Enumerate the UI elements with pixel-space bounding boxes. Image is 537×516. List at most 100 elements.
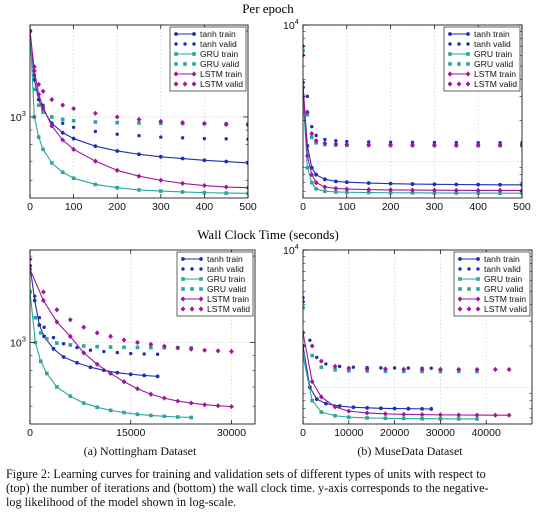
x-tick-label: 15000 (116, 427, 145, 439)
data-point (199, 287, 203, 291)
legend-label: LSTM train (207, 294, 249, 304)
data-point (135, 339, 140, 346)
legend-item: LSTM valid (447, 79, 517, 89)
data-point (224, 159, 229, 164)
data-point (448, 42, 452, 46)
data-point (344, 141, 350, 148)
row-title-top: Per epoch (242, 1, 294, 16)
legend-label: LSTM valid (474, 79, 517, 89)
data-point (162, 414, 167, 419)
data-point (432, 191, 437, 195)
data-point (158, 118, 164, 124)
data-point (305, 94, 310, 99)
subcaption-musedata: (b) MuseData Dataset (357, 444, 463, 458)
data-point (432, 182, 437, 187)
data-point (333, 179, 338, 184)
data-point (174, 42, 178, 46)
data-point (410, 187, 415, 193)
plot-frame (302, 249, 533, 425)
legend-item: tanh train (458, 254, 520, 264)
data-point (129, 351, 133, 356)
data-point (75, 360, 79, 365)
data-point (44, 337, 49, 341)
data-point (457, 306, 463, 312)
data-point (383, 411, 388, 417)
data-point (448, 62, 452, 66)
data-point (51, 335, 56, 340)
data-point (388, 181, 393, 186)
data-point (466, 306, 472, 312)
series-markers-lstm-valid (30, 256, 234, 355)
data-point (192, 62, 196, 66)
data-point (223, 121, 229, 127)
data-point (30, 256, 33, 262)
data-point (458, 267, 462, 271)
data-point (155, 352, 160, 356)
data-point (192, 32, 196, 36)
y-tick-label: 103 (10, 109, 26, 124)
data-point (476, 191, 480, 195)
data-point (448, 52, 452, 56)
data-point (347, 415, 351, 420)
data-point (379, 366, 383, 370)
data-point (190, 267, 194, 271)
data-point (454, 191, 459, 195)
data-point (315, 355, 319, 360)
data-point (199, 267, 203, 271)
data-point (333, 368, 337, 372)
plot-frame (29, 249, 256, 425)
series-line-lstm-train (303, 82, 522, 192)
data-point (364, 366, 370, 372)
data-point (180, 190, 185, 194)
data-point (314, 397, 319, 401)
data-point (32, 87, 37, 92)
data-point (192, 52, 196, 56)
data-point (61, 121, 65, 126)
legend-item: LSTM valid (173, 79, 243, 89)
data-point (457, 296, 463, 302)
data-point (388, 142, 393, 148)
data-point (432, 142, 437, 148)
data-point (401, 366, 407, 372)
data-point (136, 116, 142, 123)
data-point (180, 180, 185, 187)
data-point (303, 48, 305, 53)
data-point (401, 416, 406, 421)
data-point (202, 158, 207, 163)
data-point (419, 412, 425, 418)
legend-label: GRU train (200, 49, 238, 59)
data-point (506, 366, 512, 373)
data-point (128, 372, 133, 377)
x-tick-label: 300 (426, 201, 444, 213)
data-point (447, 71, 453, 77)
data-point (309, 378, 315, 385)
data-point (142, 352, 146, 356)
data-point (318, 358, 324, 364)
data-point (347, 368, 351, 373)
data-point (115, 370, 120, 375)
data-point (95, 344, 99, 349)
data-point (68, 394, 73, 398)
data-point (474, 366, 480, 373)
data-point (81, 401, 86, 405)
data-point (161, 395, 167, 401)
data-point (475, 142, 481, 148)
data-point (392, 406, 397, 411)
y-tick-label: 104 (283, 242, 299, 257)
data-point (60, 130, 65, 135)
data-point (492, 366, 498, 373)
data-point (115, 120, 119, 125)
data-point (93, 144, 98, 149)
data-point (88, 348, 93, 352)
data-point (183, 62, 187, 66)
data-point (246, 191, 248, 196)
legend-item: GRU train (181, 274, 245, 284)
data-point (345, 139, 349, 144)
data-point (40, 104, 46, 111)
data-point (180, 296, 186, 302)
data-point (75, 345, 79, 350)
data-point (181, 267, 185, 271)
